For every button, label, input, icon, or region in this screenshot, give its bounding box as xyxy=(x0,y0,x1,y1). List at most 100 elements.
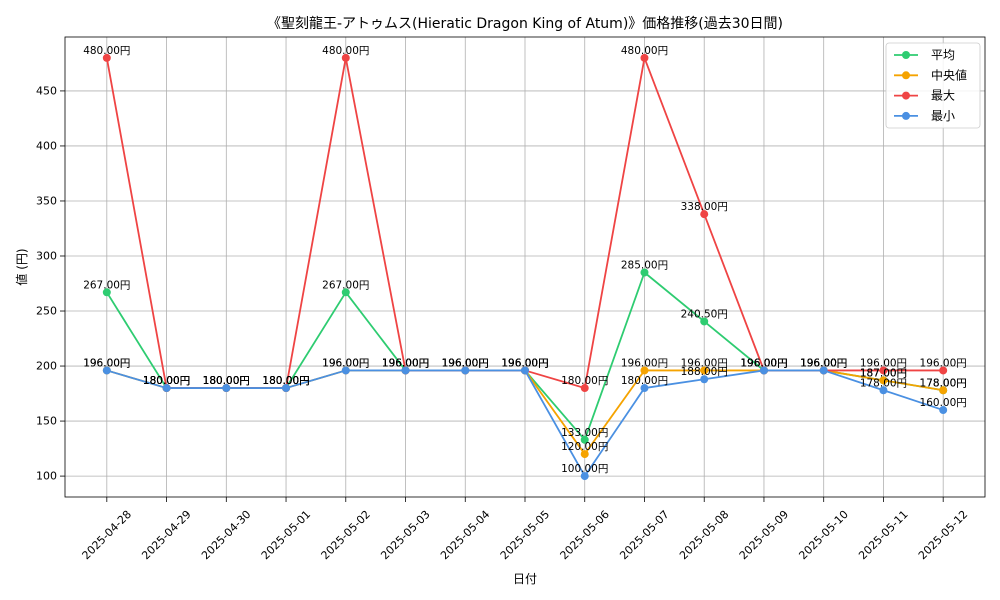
y-axis-label: 値 (円) xyxy=(14,248,29,285)
legend-marker xyxy=(902,71,910,80)
data-label: 180.00円 xyxy=(143,375,190,387)
data-label: 240.50円 xyxy=(681,308,728,320)
data-label: 196.00円 xyxy=(322,357,369,369)
data-point xyxy=(700,366,709,375)
data-label: 267.00円 xyxy=(83,279,130,291)
data-point xyxy=(759,366,768,375)
grid xyxy=(65,37,985,497)
data-point xyxy=(700,210,709,219)
data-label: 338.00円 xyxy=(681,201,728,213)
data-point xyxy=(102,288,111,297)
data-label: 180.00円 xyxy=(203,375,250,387)
data-label: 196.00円 xyxy=(681,357,728,369)
data-point xyxy=(341,53,350,62)
data-label: 196.00円 xyxy=(501,357,548,369)
data-label: 187.00円 xyxy=(860,367,907,379)
y-tick-label: 400 xyxy=(36,139,57,152)
data-point xyxy=(401,366,410,375)
data-label: 196.00円 xyxy=(501,357,548,369)
data-label: 180.00円 xyxy=(203,375,250,387)
data-label: 180.00円 xyxy=(143,375,190,387)
data-point xyxy=(341,366,350,375)
data-point xyxy=(700,375,709,384)
data-label: 196.00円 xyxy=(382,357,429,369)
data-point xyxy=(819,366,828,375)
data-label: 267.00円 xyxy=(322,279,369,291)
data-point xyxy=(162,384,171,393)
data-label: 196.00円 xyxy=(382,357,429,369)
data-label: 196.00円 xyxy=(740,357,787,369)
y-tick-label: 450 xyxy=(36,84,57,97)
data-point xyxy=(461,366,470,375)
data-label: 196.00円 xyxy=(800,357,847,369)
data-label: 180.00円 xyxy=(262,375,309,387)
legend-label: 平均 xyxy=(931,48,955,62)
data-label: 196.00円 xyxy=(920,357,967,369)
data-point xyxy=(640,384,649,393)
legend-entry: 最大 xyxy=(894,89,955,103)
y-tick-label: 350 xyxy=(36,194,57,207)
data-label: 196.00円 xyxy=(501,357,548,369)
data-label: 180.00円 xyxy=(203,375,250,387)
y-tick-label: 150 xyxy=(36,415,57,428)
data-label: 196.00円 xyxy=(800,357,847,369)
data-label: 196.00円 xyxy=(382,357,429,369)
data-point xyxy=(521,366,529,375)
legend-label: 最小 xyxy=(931,109,955,123)
data-label: 187.00円 xyxy=(860,367,907,379)
legend-marker xyxy=(902,91,910,100)
y-tick-label: 100 xyxy=(36,470,57,483)
data-label: 196.00円 xyxy=(83,357,130,369)
data-label: 285.00円 xyxy=(621,260,668,272)
legend-entry: 最小 xyxy=(894,109,955,123)
data-label: 196.00円 xyxy=(800,357,847,369)
data-point xyxy=(939,386,948,395)
data-label: 196.00円 xyxy=(800,357,847,369)
data-point xyxy=(939,366,948,375)
data-label: 180.00円 xyxy=(262,375,309,387)
chart-title: 《聖刻龍王-アトゥムス(Hieratic Dragon King of Atum… xyxy=(267,15,783,32)
data-label: 133.00円 xyxy=(561,427,608,439)
legend-label: 最大 xyxy=(931,89,955,103)
data-label: 196.00円 xyxy=(442,357,489,369)
data-point xyxy=(282,384,291,393)
y-tick-label: 300 xyxy=(36,249,57,262)
data-label: 480.00円 xyxy=(621,45,668,57)
data-label: 196.00円 xyxy=(442,357,489,369)
data-label: 196.00円 xyxy=(382,357,429,369)
data-point xyxy=(640,366,649,375)
data-label: 178.00円 xyxy=(860,377,907,389)
data-label: 196.00円 xyxy=(442,357,489,369)
legend-label: 中央値 xyxy=(931,67,967,82)
legend-marker xyxy=(902,111,910,120)
data-label: 196.00円 xyxy=(740,357,787,369)
data-point xyxy=(879,376,888,385)
data-label: 180.00円 xyxy=(561,375,608,387)
data-point xyxy=(222,384,231,393)
y-tick-label: 250 xyxy=(36,305,57,318)
data-point xyxy=(640,53,649,62)
data-label: 196.00円 xyxy=(442,357,489,369)
data-label: 196.00円 xyxy=(740,357,787,369)
data-label: 178.00円 xyxy=(920,377,967,389)
data-point xyxy=(640,268,649,277)
data-point xyxy=(700,317,709,326)
data-label: 480.00円 xyxy=(83,45,130,57)
data-label: 160.00円 xyxy=(920,397,967,409)
data-point xyxy=(939,406,948,415)
data-label: 120.00円 xyxy=(561,441,608,453)
data-point xyxy=(879,386,888,395)
data-label: 180.00円 xyxy=(621,375,668,387)
data-point xyxy=(341,288,350,297)
data-labels: 267.00円 180.00円 180.00円 180.00円 267.00円 196.0… xyxy=(83,45,967,475)
y-tick-label: 200 xyxy=(36,360,57,373)
data-label: 178.00円 xyxy=(920,377,967,389)
series-layer xyxy=(102,53,948,481)
data-point xyxy=(580,435,589,444)
legend-marker xyxy=(902,51,910,59)
data-label: 196.00円 xyxy=(501,357,548,369)
data-label: 480.00円 xyxy=(322,45,369,57)
data-label: 180.00円 xyxy=(203,375,250,387)
